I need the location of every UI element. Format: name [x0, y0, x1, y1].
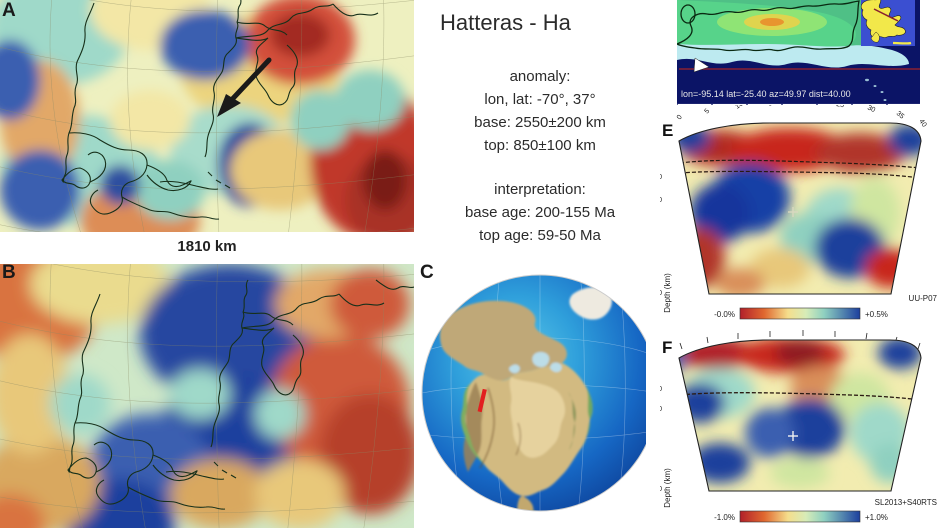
svg-text:Depth (km): Depth (km): [663, 468, 672, 508]
svg-text:+0.5%: +0.5%: [865, 310, 888, 319]
svg-text:E: E: [662, 121, 673, 140]
svg-text:30: 30: [866, 105, 876, 114]
svg-text:Depth (km): Depth (km): [663, 273, 672, 313]
svg-text:-0.0%: -0.0%: [714, 310, 735, 319]
svg-text:F: F: [662, 338, 672, 357]
svg-text:UU-P07: UU-P07: [909, 294, 938, 303]
svg-text:400: 400: [660, 174, 662, 181]
svg-text:800: 800: [660, 406, 662, 413]
svg-text:SL2013+S40RTS: SL2013+S40RTS: [875, 498, 937, 507]
svg-text:0: 0: [676, 114, 684, 121]
svg-text:15: 15: [767, 105, 777, 108]
svg-text:lon=-95.14 lat=-25.40 az=49.97: lon=-95.14 lat=-25.40 az=49.97 dist=40.0…: [681, 89, 851, 99]
svg-text:2800: 2800: [660, 486, 662, 493]
svg-text:5: 5: [703, 108, 711, 116]
svg-text:35: 35: [895, 110, 906, 120]
svg-text:-1.0%: -1.0%: [714, 513, 735, 522]
svg-text:800: 800: [660, 197, 662, 204]
svg-text:2800: 2800: [660, 290, 662, 297]
svg-text:10: 10: [734, 105, 744, 111]
svg-text:+1.0%: +1.0%: [865, 513, 888, 522]
svg-text:400: 400: [660, 386, 662, 393]
svg-text:20: 20: [803, 105, 811, 107]
svg-text:25: 25: [836, 105, 845, 109]
svg-text:40: 40: [917, 118, 927, 128]
